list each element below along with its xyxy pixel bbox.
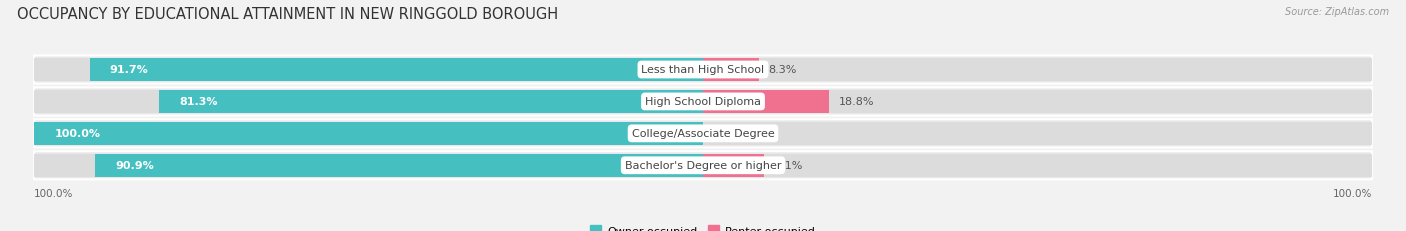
Text: 90.9%: 90.9%: [115, 161, 153, 170]
Text: High School Diploma: High School Diploma: [645, 97, 761, 107]
Text: 9.1%: 9.1%: [773, 161, 803, 170]
Bar: [703, 91, 828, 113]
Text: 100.0%: 100.0%: [1333, 188, 1372, 198]
Text: 0.0%: 0.0%: [713, 129, 741, 139]
Text: 100.0%: 100.0%: [34, 188, 73, 198]
Text: 100.0%: 100.0%: [55, 129, 100, 139]
Bar: [703, 59, 758, 82]
Bar: [703, 122, 1372, 145]
Bar: [90, 59, 703, 82]
Bar: [159, 91, 703, 113]
Bar: [34, 122, 703, 145]
FancyBboxPatch shape: [34, 88, 1372, 116]
Text: OCCUPANCY BY EDUCATIONAL ATTAINMENT IN NEW RINGGOLD BOROUGH: OCCUPANCY BY EDUCATIONAL ATTAINMENT IN N…: [17, 7, 558, 22]
Bar: [96, 154, 703, 177]
Text: Less than High School: Less than High School: [641, 65, 765, 75]
Bar: [34, 59, 703, 82]
Text: Source: ZipAtlas.com: Source: ZipAtlas.com: [1285, 7, 1389, 17]
FancyBboxPatch shape: [34, 120, 1372, 148]
Text: College/Associate Degree: College/Associate Degree: [631, 129, 775, 139]
FancyBboxPatch shape: [34, 152, 1372, 179]
Bar: [703, 59, 1372, 82]
Text: 91.7%: 91.7%: [110, 65, 149, 75]
Text: 8.3%: 8.3%: [769, 65, 797, 75]
Bar: [703, 154, 763, 177]
Text: Bachelor's Degree or higher: Bachelor's Degree or higher: [624, 161, 782, 170]
Text: 18.8%: 18.8%: [839, 97, 875, 107]
Bar: [34, 91, 703, 113]
Bar: [34, 122, 703, 145]
Text: 81.3%: 81.3%: [180, 97, 218, 107]
Bar: [703, 91, 1372, 113]
Bar: [34, 154, 703, 177]
Legend: Owner-occupied, Renter-occupied: Owner-occupied, Renter-occupied: [586, 221, 820, 231]
Bar: [703, 154, 1372, 177]
FancyBboxPatch shape: [34, 56, 1372, 84]
